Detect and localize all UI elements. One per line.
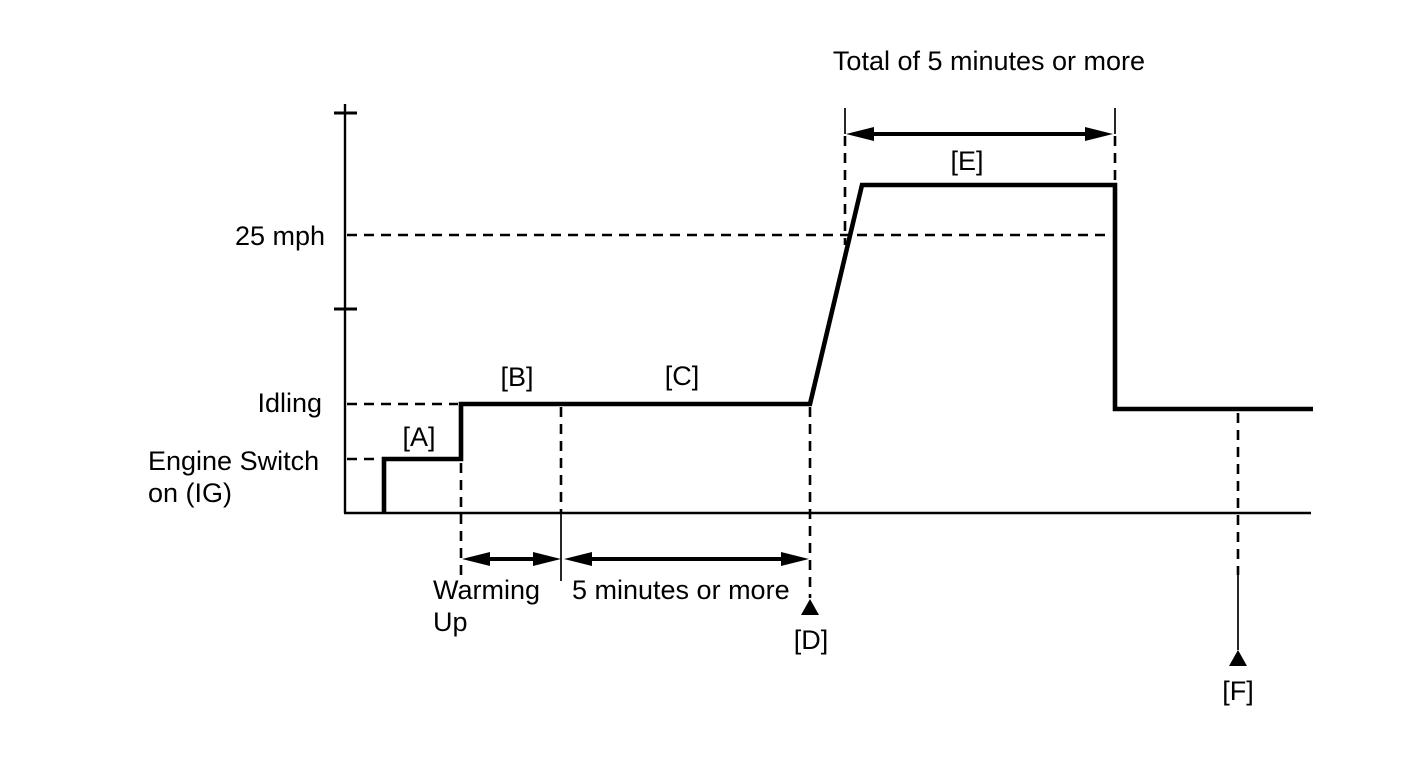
phase-a-label: [A] — [402, 422, 436, 452]
warming-up-arrow-left-head-icon — [462, 552, 490, 566]
total-arrow-right-head-icon — [1085, 127, 1113, 141]
five-minutes-span-arrow — [564, 552, 809, 566]
five-minutes-arrow-left-head-icon — [564, 552, 592, 566]
marker-d-up-arrowhead-icon — [801, 599, 819, 615]
five-minutes-arrow-right-head-icon — [781, 552, 809, 566]
vehicle-speed-trace — [381, 182, 1313, 513]
phase-c-label: [C] — [664, 361, 700, 391]
total-five-minutes-span-arrow — [846, 127, 1113, 141]
total-duration-label: Total of 5 minutes or more — [832, 46, 1146, 76]
warming-up-label-line1: Warming — [433, 575, 541, 605]
phase-e-label: [E] — [950, 146, 984, 176]
engine-switch-label: Engine Switch on (IG) — [148, 445, 319, 509]
idling-label: Idling — [257, 388, 322, 418]
phase-d-label: [D] — [793, 625, 829, 655]
engine-switch-label-line2: on (IG) — [148, 478, 233, 508]
phase-f-label: [F] — [1222, 676, 1254, 706]
engine-switch-label-line1: Engine Switch — [148, 446, 320, 476]
total-arrow-left-head-icon — [846, 127, 874, 141]
warming-up-arrow-right-head-icon — [533, 552, 561, 566]
phase-b-label: [B] — [500, 362, 534, 392]
marker-f-up-arrowhead-icon — [1229, 650, 1247, 666]
warming-up-label-line2: Up — [433, 607, 468, 637]
warming-up-span-arrow — [462, 552, 561, 566]
five-minutes-label: 5 minutes or more — [572, 575, 790, 605]
warming-up-label: Warming Up — [433, 574, 540, 638]
speed-25mph-label: 25 mph — [234, 221, 325, 251]
